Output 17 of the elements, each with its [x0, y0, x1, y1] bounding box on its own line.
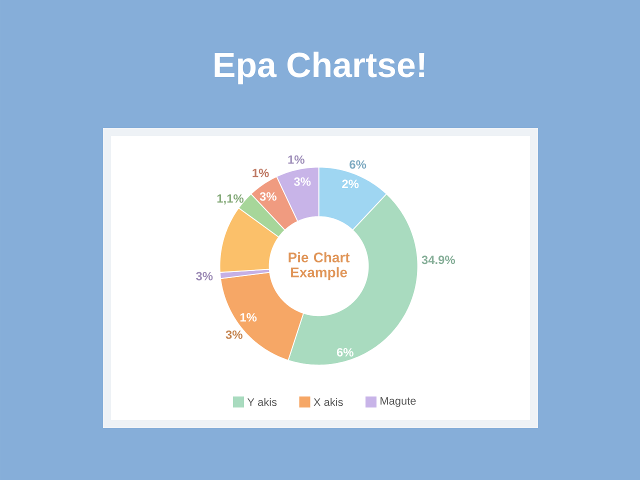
legend-label: Y akis	[247, 398, 277, 406]
text: Pie Chart Example	[288, 252, 350, 280]
text: 3%	[260, 192, 276, 201]
text: 1,1%	[217, 194, 244, 204]
text: 2%	[342, 180, 359, 188]
text: 3%	[226, 330, 242, 339]
text: 1%	[240, 313, 257, 322]
chart-title: Epa Chartse!	[214, 52, 424, 84]
legend-label: Magute	[380, 397, 416, 407]
legend-label: X akis	[314, 398, 343, 406]
text: 34.9%	[422, 256, 456, 264]
text: 1%	[288, 155, 304, 164]
text: 6%	[336, 348, 354, 357]
text: 3%	[294, 177, 311, 186]
text: 3%	[196, 272, 213, 280]
text: 6%	[350, 160, 366, 169]
text: 1%	[252, 168, 269, 178]
